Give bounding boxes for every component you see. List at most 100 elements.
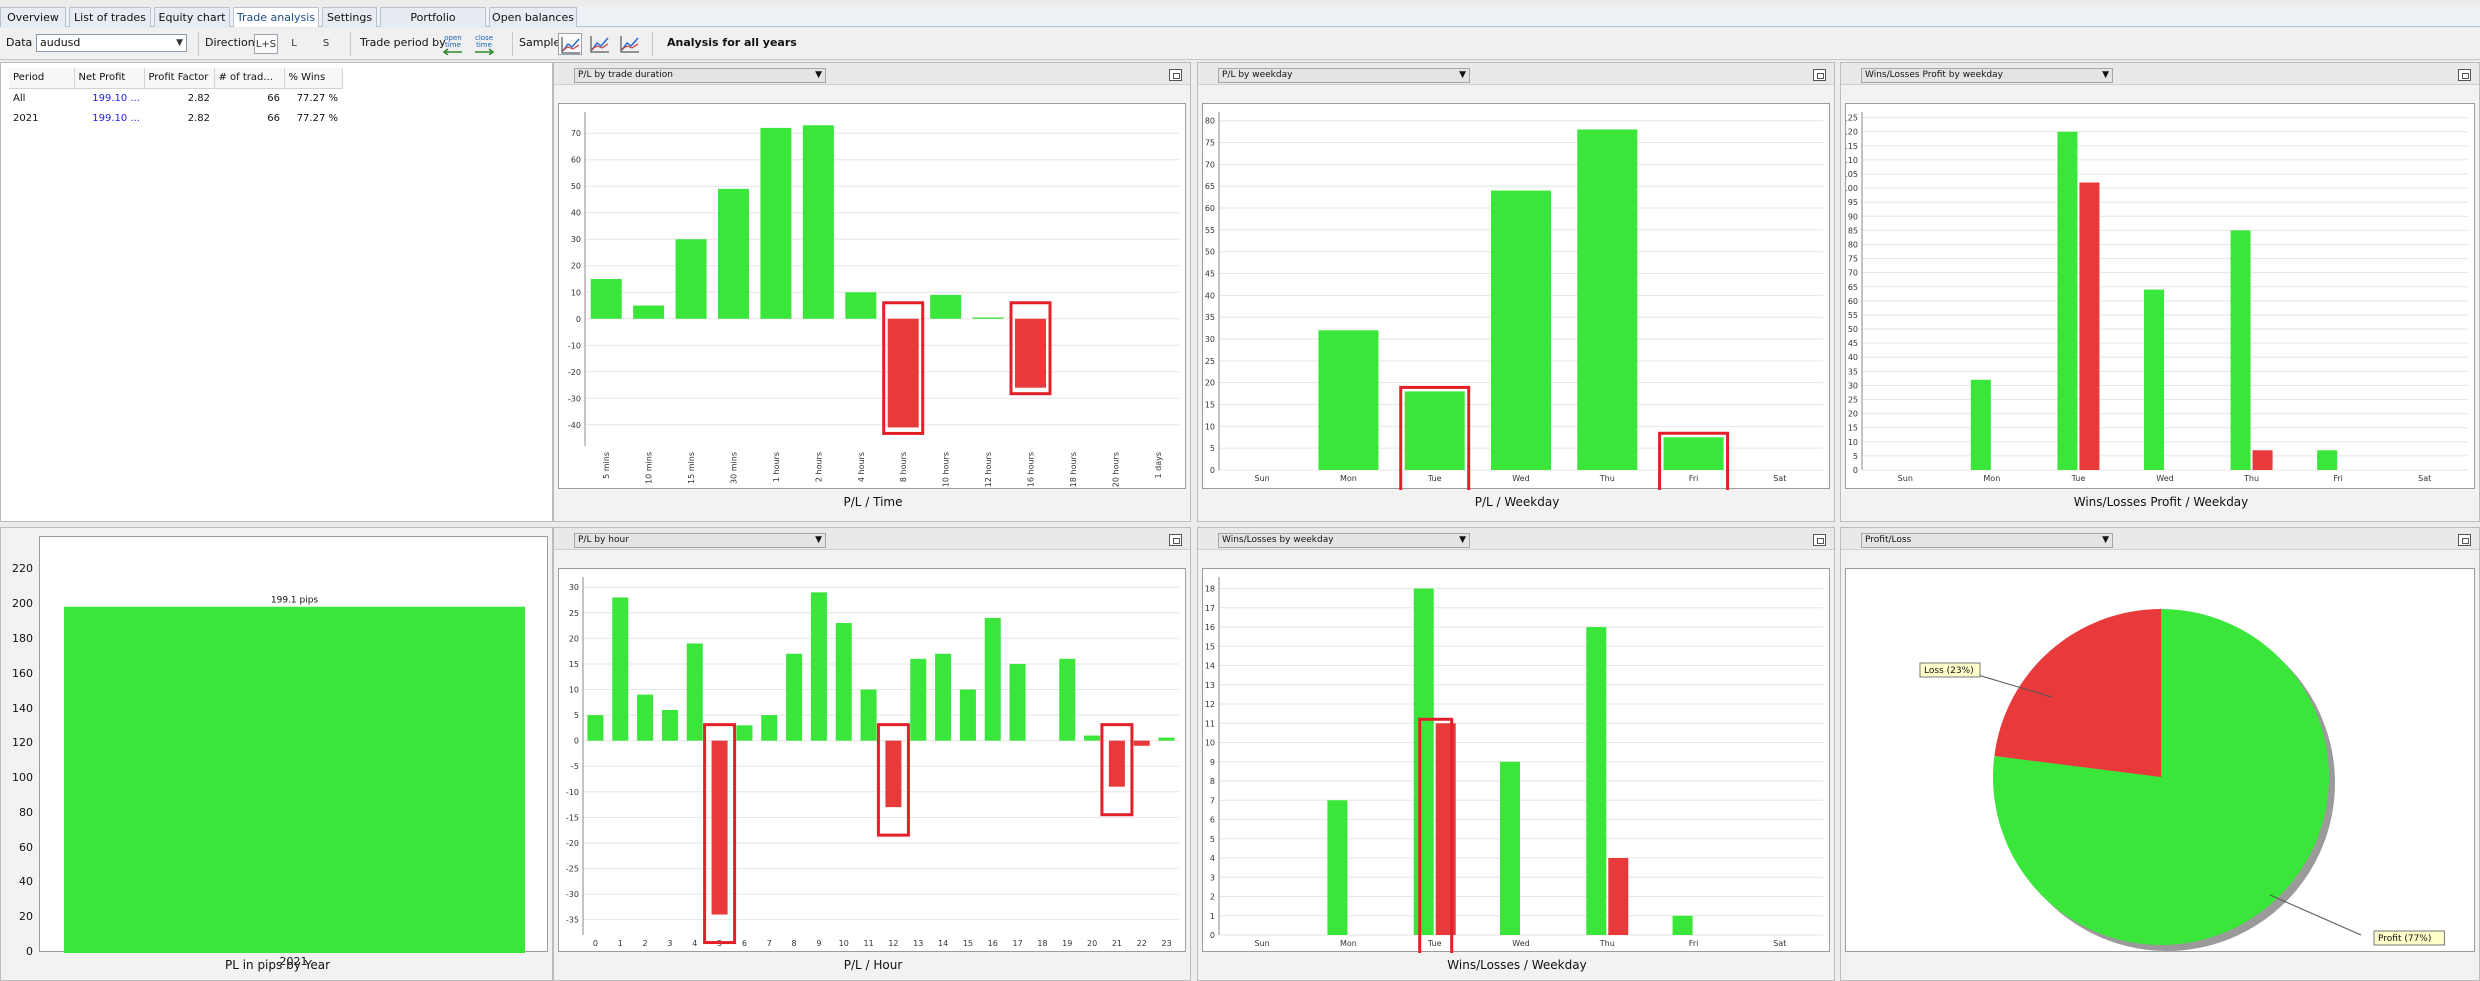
period-close-time-button[interactable]: close time xyxy=(472,33,496,56)
maximize-icon[interactable] xyxy=(2458,69,2471,81)
bar xyxy=(786,653,803,741)
chart-line-icon xyxy=(591,43,609,50)
tab-portfolio-correlation[interactable]: Portfolio correlation xyxy=(380,7,486,43)
x-tick-label: 10 mins xyxy=(645,452,654,484)
direction-button-ls[interactable]: L+S xyxy=(254,34,278,54)
table-row[interactable]: All 199.10 ... 2.82 66 77.27 % xyxy=(9,88,342,108)
tab-list-of-trades[interactable]: List of trades xyxy=(69,7,151,27)
pie-label-pointer xyxy=(2269,894,2362,936)
tab-overview[interactable]: Overview xyxy=(0,7,66,27)
y-tick-label: -10 xyxy=(566,788,579,797)
chart-plot: 199.1 pips xyxy=(39,536,548,953)
y-tick-label: 50 xyxy=(1205,248,1215,257)
table-cell: 2.82 xyxy=(187,112,210,124)
y-tick-label: 11 xyxy=(1205,719,1215,728)
x-tick-label: 4 xyxy=(692,939,697,948)
x-tick-label: Thu xyxy=(1599,474,1615,483)
bar xyxy=(1158,737,1175,741)
chart-line-icon xyxy=(562,44,580,51)
data-select-value: audusd xyxy=(40,36,81,49)
table-cell: 199.10 ... xyxy=(92,112,140,124)
bar xyxy=(1318,330,1379,470)
x-tick-label: Tue xyxy=(1427,474,1442,483)
bar xyxy=(810,592,827,741)
bar xyxy=(761,715,778,741)
chart-type-select[interactable]: P/L by weekday ▼ xyxy=(1218,68,1470,83)
chart-type-select-value: P/L by weekday xyxy=(1222,70,1293,80)
tab-equity-chart[interactable]: Equity chart xyxy=(154,7,230,27)
column-header[interactable]: % Wins xyxy=(284,68,343,89)
bar xyxy=(1108,740,1125,787)
panel-header: Wins/Losses by weekday ▼ xyxy=(1198,528,1834,550)
bar xyxy=(1059,658,1076,741)
chart-title: PL in pips by Year xyxy=(224,958,331,972)
chart-type-select[interactable]: Profit/Loss ▼ xyxy=(1861,533,2113,548)
y-tick-label: 50 xyxy=(571,182,581,191)
x-tick-label: Sat xyxy=(1773,939,1786,948)
x-tick-label: 10 hours xyxy=(942,452,951,487)
x-tick-label: Sat xyxy=(2418,474,2431,483)
x-tick-label: 22 xyxy=(1137,939,1147,948)
chart-type-select-value: P/L by trade duration xyxy=(578,70,673,80)
chart-title: Wins/Losses Profit / Weekday xyxy=(2073,495,2249,509)
chart-type-select[interactable]: P/L by trade duration ▼ xyxy=(574,68,826,83)
y-tick-label: 6 xyxy=(1210,816,1215,825)
y-tick-label: 65 xyxy=(1205,182,1215,191)
chart-type-select-value: P/L by hour xyxy=(578,535,629,545)
y-tick-label: -30 xyxy=(568,394,581,403)
data-label: Data xyxy=(6,36,33,49)
maximize-icon[interactable] xyxy=(1169,69,1182,81)
chart-type-select[interactable]: Wins/Losses by weekday ▼ xyxy=(1218,533,1470,548)
y-tick-label: 60 xyxy=(1848,297,1858,306)
panel-header: Profit/Loss ▼ xyxy=(1841,528,2479,550)
bar xyxy=(64,606,525,953)
y-tick-label: 15 xyxy=(1205,642,1215,651)
stats-panel: Period Net Profit Profit Factor # of trad..… xyxy=(0,62,553,522)
x-tick-label: Mon xyxy=(1340,474,1357,483)
x-tick-label: 15 mins xyxy=(687,452,696,484)
x-tick-label: Sat xyxy=(1773,474,1786,483)
trade-period-label: Trade period by xyxy=(360,36,446,49)
direction-button-l[interactable]: L xyxy=(291,38,297,49)
x-tick-label: Tue xyxy=(1427,939,1442,948)
sample-insample-button[interactable] xyxy=(558,33,582,55)
maximize-icon[interactable] xyxy=(1813,534,1826,546)
sample-outsample-button[interactable] xyxy=(588,33,612,55)
y-tick-label: 25 xyxy=(1205,357,1215,366)
bar xyxy=(887,318,919,428)
maximize-icon[interactable] xyxy=(1169,534,1182,546)
bar xyxy=(2079,182,2100,470)
x-tick-label: Fri xyxy=(2333,474,2343,483)
direction-button-s[interactable]: S xyxy=(322,38,330,49)
maximize-icon[interactable] xyxy=(1813,69,1826,81)
table-row[interactable]: 2021 199.10 ... 2.82 66 77.27 % xyxy=(9,108,342,128)
data-select[interactable]: audusd ▼ xyxy=(36,34,187,52)
maximize-icon[interactable] xyxy=(2458,534,2471,546)
chart-line-icon xyxy=(591,37,609,51)
y-tick-label: 10 xyxy=(569,686,579,695)
y-tick-label: -10 xyxy=(568,341,581,350)
chart-plot: -35 -30 -25 -20 -15 -10 -5 0 5 10 15 20 25 30 0 1 2 3 4 5 6 7… xyxy=(558,568,1186,952)
bar xyxy=(935,653,952,741)
column-header[interactable]: Period xyxy=(9,68,75,89)
y-tick-label: 105 xyxy=(1846,170,1858,179)
y-tick-label: 55 xyxy=(1848,311,1858,320)
period-open-time-button[interactable]: open time xyxy=(441,33,465,56)
highlight-box xyxy=(876,723,910,837)
y-tick-label: 15 xyxy=(569,660,579,669)
tab-settings[interactable]: Settings xyxy=(322,7,377,27)
tab-open-balances[interactable]: Open balances xyxy=(489,7,577,27)
column-header[interactable]: Net Profit xyxy=(74,68,145,89)
tab-trade-analysis[interactable]: Trade analysis xyxy=(233,7,319,27)
x-tick-label: 20 xyxy=(1087,939,1097,948)
bar xyxy=(972,317,1004,319)
bar xyxy=(845,292,877,319)
sample-all-button[interactable] xyxy=(618,33,642,55)
column-header[interactable]: # of trad... xyxy=(214,68,285,89)
column-header[interactable]: Profit Factor xyxy=(144,68,215,89)
chart-type-select[interactable]: Wins/Losses Profit by weekday ▼ xyxy=(1861,68,2113,83)
pie-slice xyxy=(1994,609,2161,777)
y-tick-label: 100 xyxy=(12,771,33,785)
y-tick-label: 15 xyxy=(1205,401,1215,410)
chart-type-select[interactable]: P/L by hour ▼ xyxy=(574,533,826,548)
